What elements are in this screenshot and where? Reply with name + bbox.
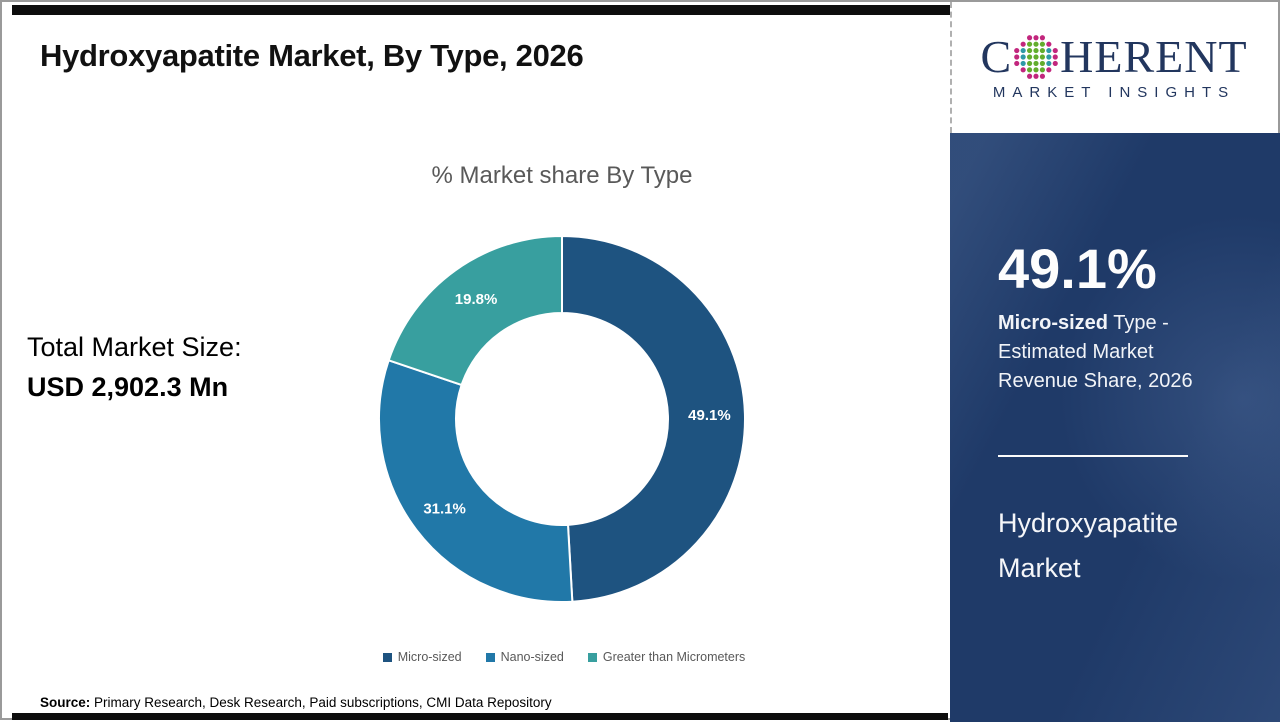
globe-dot — [1020, 60, 1026, 67]
globe-dot — [1027, 67, 1033, 73]
globe-dot — [1014, 54, 1020, 60]
highlight-desc-line2: Estimated Market — [998, 341, 1154, 363]
highlight-desc-line3: Revenue Share, 2026 — [998, 370, 1193, 392]
report-market-name: Hydroxyapatite Market — [998, 501, 1178, 591]
legend-label: Greater than Micrometers — [602, 650, 746, 664]
donut-segment-micro-sized — [561, 234, 746, 603]
globe-dot — [1027, 47, 1033, 54]
globe-dot — [1039, 47, 1046, 54]
chart-title: % Market share By Type — [431, 162, 693, 189]
highlight-desc-line1-rest: Type - — [1108, 312, 1169, 334]
legend-label: Micro-sized — [397, 650, 462, 664]
logo-word-rest: HERENT — [1060, 31, 1248, 82]
legend-item-micro-sized: Micro-sized — [382, 650, 462, 664]
legend-item-nano-sized: Nano-sized — [485, 650, 564, 664]
globe-dot — [1027, 60, 1033, 67]
globe-dot — [1027, 41, 1033, 47]
globe-dot — [1027, 73, 1033, 79]
globe-dot — [1033, 35, 1039, 41]
globe-dot — [1039, 35, 1046, 41]
globe-dot — [1020, 54, 1026, 60]
globe-dot — [1027, 35, 1033, 41]
logo-wordmark: C HERENT — [980, 34, 1247, 80]
globe-dot — [1052, 60, 1058, 67]
total-market-size-label: Total Market Size: — [27, 332, 242, 362]
globe-dot — [1046, 54, 1052, 60]
company-logo: C HERENT MARKET INSIGHTS — [950, 2, 1276, 133]
globe-dot — [1014, 47, 1020, 54]
bottom-accent-bar — [12, 713, 948, 720]
slice-data-label: 31.1% — [423, 500, 466, 517]
donut-chart-svg: 49.1% 31.1% 19.8% — [378, 234, 746, 603]
globe-dot — [1033, 41, 1039, 47]
globe-dot — [1033, 47, 1039, 54]
logo-tagline: MARKET INSIGHTS — [992, 84, 1236, 101]
globe-dot — [1033, 60, 1039, 67]
highlight-segment-name: Micro-sized — [998, 312, 1109, 334]
legend-item-greater-than-micrometers: Greater than Micrometers — [587, 650, 746, 664]
donut-segment-greater-than-micrometers — [387, 234, 563, 387]
total-market-size-block: Total Market Size: USD 2,902.3 Mn — [27, 327, 242, 407]
globe-dot — [1033, 54, 1039, 60]
panel-divider-line — [998, 455, 1188, 457]
total-market-size-value: USD 2,902.3 Mn — [27, 372, 229, 402]
top-accent-bar — [12, 5, 1274, 15]
legend-swatch-icon — [382, 652, 392, 662]
globe-dot — [1033, 73, 1039, 79]
highlight-stat-description: Micro-sized Type - Estimated Market Reve… — [998, 309, 1193, 396]
globe-dot — [1046, 47, 1052, 54]
slice-data-label: 49.1% — [688, 407, 731, 424]
globe-dot — [1027, 54, 1033, 60]
globe-dot — [1033, 67, 1039, 73]
highlight-stat-value: 49.1% — [998, 237, 1157, 300]
globe-dot — [1020, 41, 1026, 47]
globe-dot — [1046, 67, 1052, 73]
globe-dot — [1052, 47, 1058, 54]
globe-dot — [1014, 60, 1020, 67]
globe-dot — [1039, 41, 1046, 47]
chart-legend: Micro-sized Nano-sized Greater than Microm… — [202, 650, 926, 664]
legend-label: Nano-sized — [500, 650, 564, 664]
globe-dot — [1039, 54, 1046, 60]
highlight-desc-line1: Micro-sized Type - — [998, 309, 1193, 338]
globe-dot — [1020, 67, 1026, 73]
globe-dots-icon — [1014, 35, 1058, 79]
slice-data-label: 19.8% — [455, 291, 498, 308]
source-text: Primary Research, Desk Research, Paid su… — [90, 695, 552, 710]
globe-dot — [1046, 41, 1052, 47]
page-title: Hydroxyapatite Market, By Type, 2026 — [40, 38, 584, 73]
market-name-line2: Market — [998, 553, 1081, 583]
legend-swatch-icon — [485, 652, 495, 662]
source-line: Source: Primary Research, Desk Research,… — [40, 695, 552, 710]
legend-swatch-icon — [587, 652, 597, 662]
globe-dot — [1052, 54, 1058, 60]
donut-segment-nano-sized — [378, 358, 574, 603]
donut-chart: 49.1% 31.1% 19.8% — [377, 234, 747, 604]
highlight-side-panel: 49.1% Micro-sized Type - Estimated Marke… — [950, 133, 1280, 722]
globe-dot — [1039, 60, 1046, 67]
globe-dot — [1039, 73, 1046, 79]
source-label: Source: — [40, 695, 91, 710]
market-name-line1: Hydroxyapatite — [998, 508, 1179, 538]
globe-dot — [1046, 60, 1052, 67]
globe-dot — [1039, 67, 1046, 73]
globe-dot — [1020, 47, 1026, 54]
logo-letter-c: C — [980, 31, 1013, 82]
